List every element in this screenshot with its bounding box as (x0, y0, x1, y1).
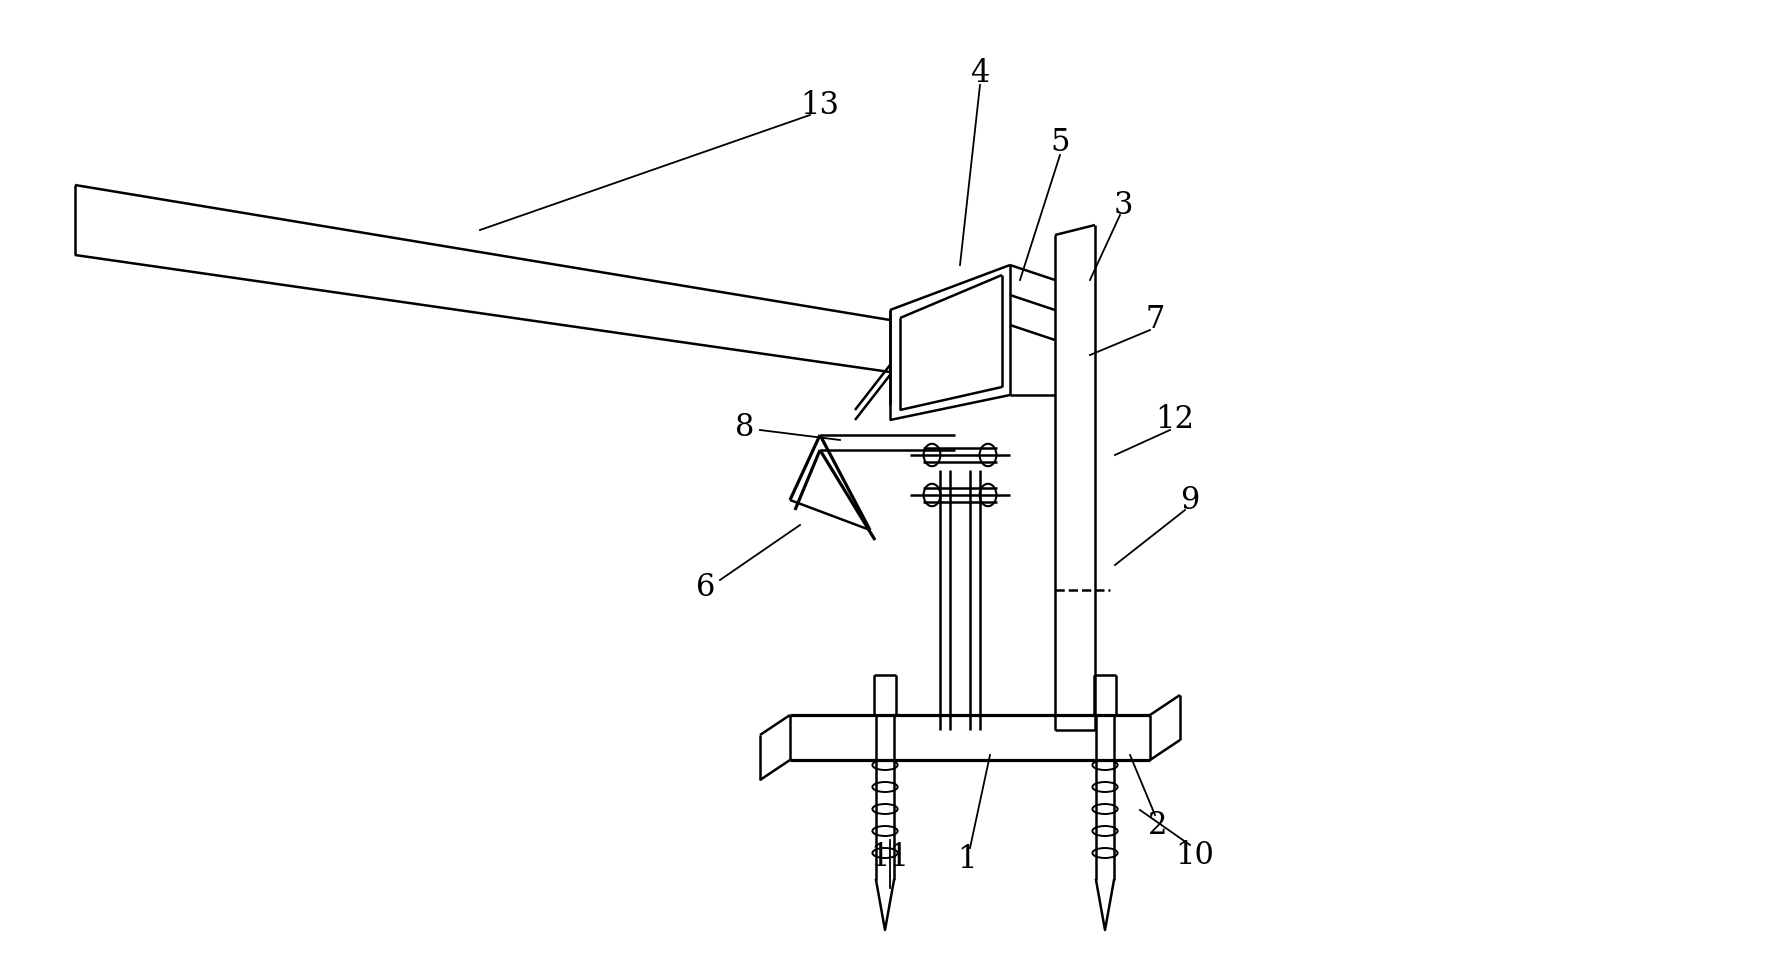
Text: 7: 7 (1146, 304, 1165, 335)
Text: 11: 11 (871, 842, 910, 873)
Text: 2: 2 (1148, 810, 1167, 841)
Text: 9: 9 (1181, 484, 1199, 516)
Text: 6: 6 (696, 572, 715, 603)
Text: 1: 1 (958, 845, 978, 876)
Text: 8: 8 (735, 412, 754, 443)
Text: 10: 10 (1176, 840, 1215, 871)
Text: 5: 5 (1050, 127, 1070, 158)
Text: 12: 12 (1155, 404, 1194, 435)
Text: 4: 4 (971, 57, 990, 88)
Text: 3: 3 (1114, 190, 1133, 221)
Text: 13: 13 (800, 89, 839, 120)
